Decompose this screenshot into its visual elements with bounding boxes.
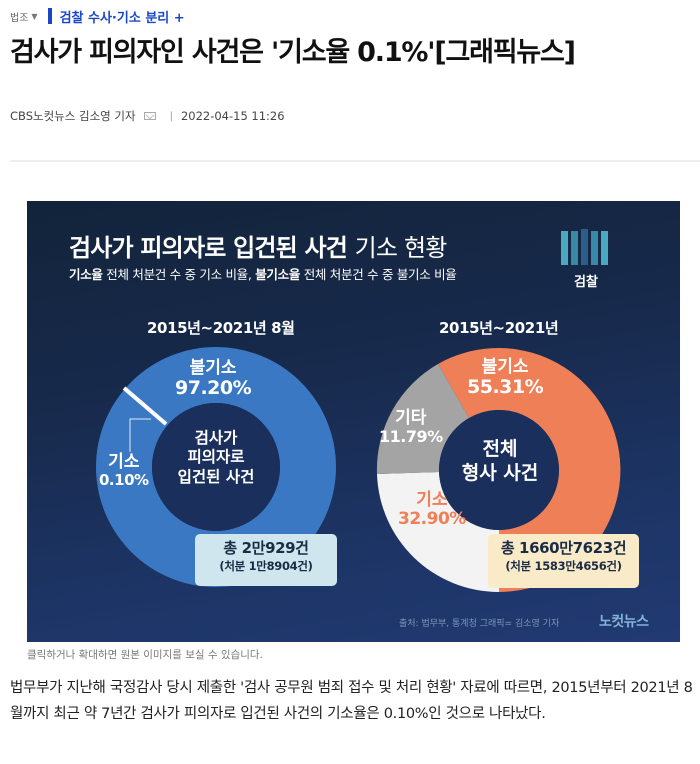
- series-accent-bar: [47, 8, 52, 24]
- section-label: 법조: [10, 12, 29, 24]
- section-dropdown[interactable]: 법조 ▼: [10, 9, 38, 24]
- infographic-subtitle: 기소율 전체 처분건 수 중 기소 비율, 불기소율 전체 처분건 수 중 불기…: [69, 264, 457, 283]
- article-headline: 검사가 피의자인 사건은 '기소율 0.1%'[그래픽뉴스]: [10, 37, 576, 68]
- right-donut: [376, 348, 621, 592]
- right-other-label: 기타 11.79%: [379, 408, 443, 446]
- series-link[interactable]: 검찰 수사·기소 분리 +: [47, 7, 185, 26]
- subtitle-term-1: 기소율: [69, 267, 103, 282]
- envelope-icon[interactable]: [143, 112, 156, 120]
- chevron-down-icon: ▼: [31, 11, 38, 21]
- title-light: 기소 현황: [354, 234, 448, 262]
- series-label: 검찰 수사·기소 분리 +: [59, 10, 185, 26]
- infographic-title: 검사가 피의자로 입건된 사건 기소 현황: [69, 228, 447, 263]
- byline: CBS노컷뉴스 김소영 기자 | 2022-04-15 11:26: [10, 108, 285, 124]
- subtitle-def-1: 전체 처분건 수 중 기소 비율,: [106, 267, 252, 282]
- publish-datetime: 2022-04-15 11:26: [180, 109, 285, 123]
- subtitle-def-2: 전체 처분건 수 중 불기소 비율: [303, 267, 457, 282]
- donut-charts: [96, 347, 621, 592]
- byline-separator: |: [169, 110, 173, 122]
- subtitle-term-2: 불기소율: [255, 267, 301, 282]
- top-bar: 법조 ▼ 검찰 수사·기소 분리 +: [10, 6, 185, 26]
- logo-label: 검찰: [574, 275, 598, 290]
- infographic-image[interactable]: 검사가 피의자로 입건된 사건 기소 현황 기소율 전체 처분건 수 중 기소 …: [27, 201, 680, 642]
- left-indicted-label: 기소 0.10%: [99, 452, 149, 489]
- image-caption: 클릭하거나 확대하면 원본 이미지를 보실 수 있습니다.: [27, 649, 263, 661]
- right-chart-period: 2015년~2021년: [439, 319, 559, 337]
- prosecution-logo: 검찰: [561, 229, 611, 290]
- right-not-indicted-label: 불기소 55.31%: [467, 357, 544, 398]
- header-divider: [10, 160, 700, 162]
- pillars-icon: [561, 229, 611, 265]
- nocut-news-logo: 노컷뉴스: [599, 614, 649, 630]
- right-total-box: 총 1660만7623건 (처분 1583만4656건): [488, 534, 639, 588]
- left-center-label: 검사가 피의자로 입건된 사건: [177, 429, 255, 486]
- article-paragraph: 법무부가 지난해 국정감사 당시 제출한 '검사 공무원 범죄 접수 및 처리 …: [10, 680, 693, 722]
- right-indicted-label: 기소 32.90%: [398, 490, 466, 529]
- left-chart-period: 2015년~2021년 8월: [147, 319, 295, 337]
- title-bold: 검사가 피의자로 입건된 사건: [69, 234, 348, 262]
- left-total-box: 총 2만929건 (처분 1만8904건): [195, 534, 337, 586]
- left-not-indicted-label: 불기소 97.20%: [175, 358, 252, 399]
- author-name[interactable]: CBS노컷뉴스 김소영 기자: [10, 109, 136, 123]
- infographic-source: 출처: 법무부, 통계청 그래픽= 김소영 기자: [399, 619, 560, 629]
- right-center-label: 전체 형사 사건: [461, 438, 539, 484]
- left-not-indicted-pct: 97.20%: [175, 376, 252, 399]
